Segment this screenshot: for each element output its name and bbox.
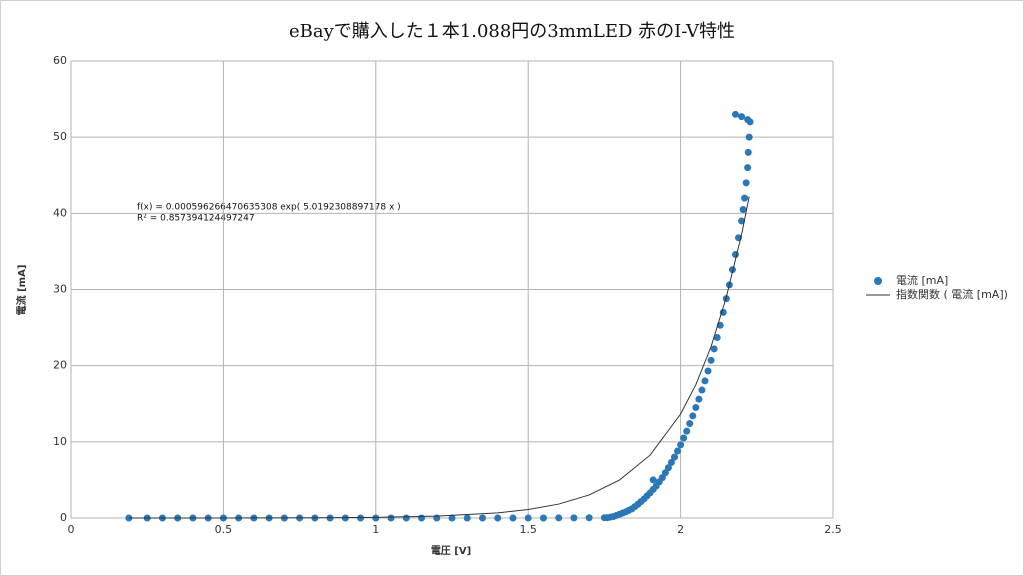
data-point	[744, 164, 752, 172]
data-point	[744, 116, 752, 124]
data-point	[387, 514, 395, 522]
data-point	[667, 458, 675, 466]
data-point	[704, 367, 712, 375]
x-tick-label: 1	[372, 523, 379, 536]
x-tick-label: 2.5	[824, 523, 842, 536]
data-point	[689, 412, 697, 420]
data-point	[731, 250, 739, 258]
data-point	[738, 113, 746, 121]
data-point	[741, 194, 749, 202]
data-point	[680, 434, 688, 442]
y-tick-label: 20	[53, 359, 67, 372]
y-tick-label: 30	[53, 283, 67, 296]
y-tick-label: 50	[53, 130, 67, 143]
data-point	[713, 333, 721, 341]
data-point	[744, 148, 752, 156]
data-point	[683, 427, 691, 435]
data-point	[710, 345, 718, 353]
data-point	[524, 514, 532, 522]
trend-line	[128, 196, 750, 519]
data-point	[463, 514, 471, 522]
data-point	[539, 514, 547, 522]
x-axis-label: 電圧 [V]	[431, 545, 471, 557]
data-point	[671, 453, 679, 461]
data-point	[677, 441, 685, 449]
data-point	[745, 133, 753, 141]
data-point	[742, 179, 750, 187]
y-tick-label: 10	[53, 435, 67, 448]
data-point	[738, 217, 746, 225]
data-point	[585, 514, 593, 522]
data-point	[478, 514, 486, 522]
data-point	[664, 464, 672, 472]
data-point	[357, 514, 365, 522]
trend-equation: f(x) = 0.000596266470635308 exp( 5.01923…	[137, 203, 401, 213]
x-tick-label: 0.5	[215, 523, 233, 536]
x-tick-label: 1.5	[519, 523, 537, 536]
y-tick-label: 0	[60, 511, 67, 524]
data-point	[674, 447, 682, 455]
legend-label: 指数関数 ( 電流 [mA])	[896, 287, 1008, 301]
data-point	[418, 514, 426, 522]
data-point	[125, 514, 133, 522]
trend-r-squared: R² = 0.857394124497247	[137, 214, 255, 224]
x-tick-label: 2	[677, 523, 684, 536]
data-point	[555, 514, 563, 522]
data-point	[728, 266, 736, 274]
legend-label: 電流 [mA]	[896, 273, 948, 287]
y-tick-label: 60	[53, 54, 67, 67]
data-point	[707, 356, 715, 364]
data-point	[509, 514, 517, 522]
data-point	[686, 420, 694, 428]
data-point	[494, 514, 502, 522]
data-point	[448, 514, 456, 522]
legend-marker	[874, 277, 882, 285]
data-point	[701, 377, 709, 385]
data-point	[695, 395, 703, 403]
data-point	[570, 514, 578, 522]
data-point	[402, 514, 410, 522]
data-point	[698, 386, 706, 394]
data-point	[649, 476, 657, 484]
data-point	[739, 206, 747, 214]
y-tick-label: 40	[53, 206, 67, 219]
data-point	[372, 514, 380, 522]
y-axis-label: 電流 [mA]	[15, 265, 28, 316]
x-tick-label: 0	[68, 523, 75, 536]
data-point	[731, 110, 739, 118]
chart-title: eBayで購入した１本1.088円の3mmLED 赤のI-V特性	[289, 21, 735, 42]
data-point	[692, 404, 700, 412]
